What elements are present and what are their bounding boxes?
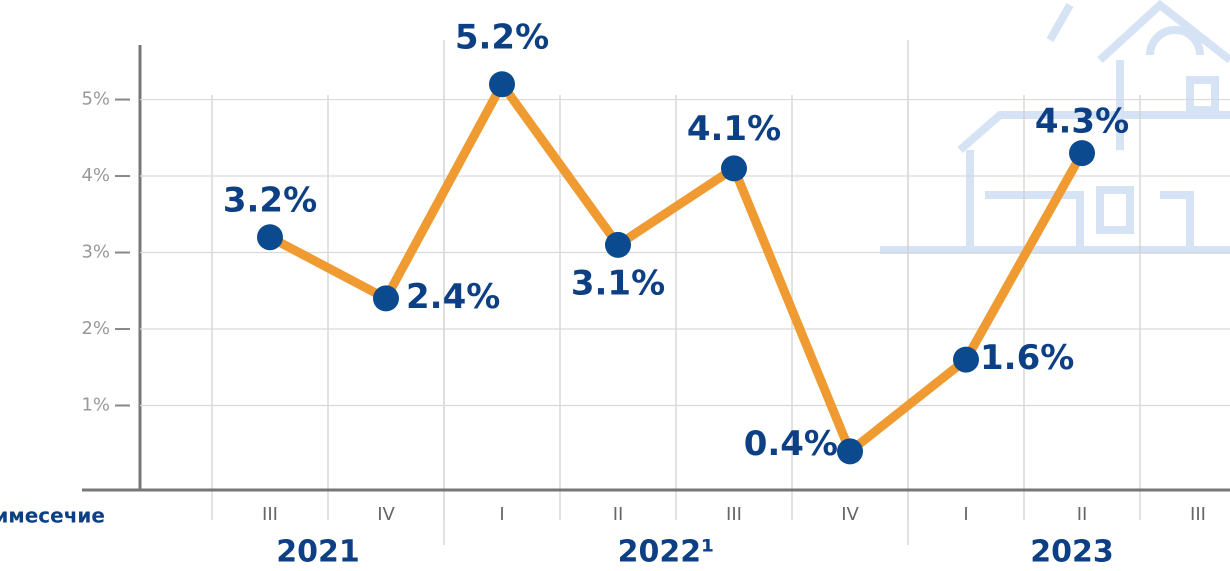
data-point [605, 232, 631, 258]
y-tick-label: 3% [81, 242, 110, 263]
chart: тримесечие IIIIVIIIIIIIVIIIIII20212022¹2… [0, 0, 1230, 571]
x-tick-label: III [1190, 504, 1206, 525]
data-label: 3.1% [571, 263, 665, 303]
y-tick-label: 4% [81, 165, 110, 186]
period-label: тримесечие [0, 504, 105, 528]
data-point [721, 155, 747, 181]
data-point [1069, 140, 1095, 166]
x-tick-label: III [262, 504, 278, 525]
group-label: 2021 [276, 535, 360, 570]
x-tick-label: II [1077, 504, 1088, 525]
group-label: 2023 [1030, 535, 1114, 570]
data-label: 0.4% [744, 424, 838, 464]
data-point [953, 347, 979, 373]
data-label: 1.6% [980, 338, 1074, 378]
data-label: 5.2% [455, 18, 549, 58]
data-point [373, 285, 399, 311]
data-label: 4.3% [1035, 102, 1129, 142]
x-tick-label: III [726, 504, 742, 525]
x-tick-label: I [963, 504, 968, 525]
y-tick-label: 1% [81, 395, 110, 416]
x-tick-label: IV [377, 504, 395, 525]
data-point [489, 71, 515, 97]
data-label: 2.4% [406, 277, 500, 317]
x-tick-label: IV [841, 504, 859, 525]
y-tick-label: 2% [81, 318, 110, 339]
page: тримесечие IIIIVIIIIIIIVIIIIII20212022¹2… [0, 0, 1230, 571]
y-tick-label: 5% [81, 89, 110, 110]
data-label: 4.1% [687, 109, 781, 149]
data-point [257, 224, 283, 250]
data-label: 3.2% [223, 181, 317, 221]
group-label: 2022¹ [618, 535, 715, 570]
data-point [837, 438, 863, 464]
x-tick-label: II [613, 504, 624, 525]
x-tick-label: I [499, 504, 504, 525]
